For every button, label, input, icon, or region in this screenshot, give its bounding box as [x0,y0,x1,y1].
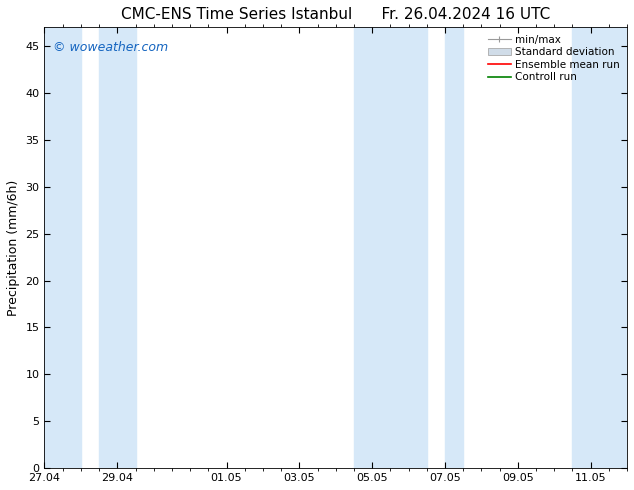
Legend: min/max, Standard deviation, Ensemble mean run, Controll run: min/max, Standard deviation, Ensemble me… [486,32,622,84]
Bar [99,27,136,468]
Title: CMC-ENS Time Series Istanbul      Fr. 26.04.2024 16 UTC: CMC-ENS Time Series Istanbul Fr. 26.04.2… [121,7,550,22]
Text: © woweather.com: © woweather.com [53,41,169,53]
Y-axis label: Precipitation (mm/6h): Precipitation (mm/6h) [7,180,20,316]
Bar [573,27,627,468]
Bar [445,27,463,468]
Bar [354,27,427,468]
Bar [44,27,81,468]
